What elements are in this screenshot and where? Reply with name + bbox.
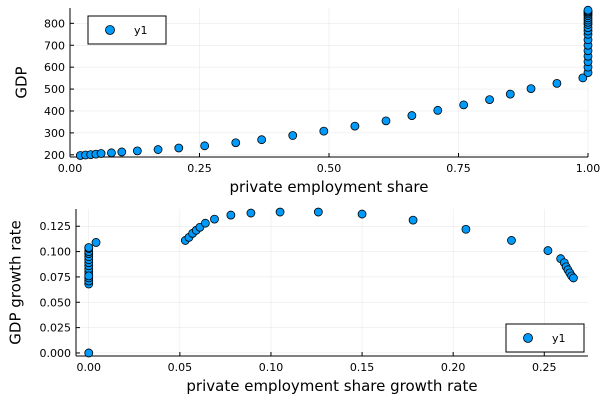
y-tick-label: 400 bbox=[44, 105, 65, 118]
y-tick-label: 0.075 bbox=[40, 271, 72, 284]
data-point bbox=[200, 141, 210, 151]
data-point bbox=[507, 236, 516, 245]
y-tick-label: 800 bbox=[44, 17, 65, 30]
x-tick-label: 0.00 bbox=[58, 162, 83, 175]
data-point bbox=[543, 246, 553, 255]
data-point bbox=[407, 111, 417, 120]
data-point bbox=[84, 243, 94, 252]
x-tick-label: 0.05 bbox=[168, 361, 193, 374]
x-tick-label: 0.25 bbox=[532, 361, 557, 374]
data-point bbox=[91, 238, 101, 247]
data-point bbox=[84, 348, 94, 358]
data-point bbox=[107, 148, 116, 158]
y-tick-label: 700 bbox=[44, 39, 65, 52]
x-tick-label: 0.10 bbox=[259, 361, 284, 374]
data-point bbox=[210, 214, 219, 224]
x-tick-label: 0.00 bbox=[77, 361, 102, 374]
y-tick-label: 0.100 bbox=[40, 246, 72, 259]
data-point bbox=[485, 95, 494, 104]
legend-label: y1 bbox=[134, 24, 148, 37]
x-tick-label: 1.00 bbox=[576, 162, 600, 175]
data-point bbox=[578, 73, 588, 83]
data-point bbox=[319, 126, 329, 136]
data-point bbox=[381, 116, 391, 126]
data-point bbox=[257, 135, 267, 145]
data-point bbox=[433, 105, 443, 115]
y-tick-label: 300 bbox=[44, 127, 65, 140]
data-point bbox=[246, 208, 256, 218]
data-point bbox=[288, 131, 298, 140]
data-point bbox=[552, 78, 562, 88]
data-point bbox=[231, 138, 241, 148]
legend-marker bbox=[523, 333, 533, 343]
data-point bbox=[357, 209, 367, 219]
data-point bbox=[408, 215, 418, 225]
data-point bbox=[350, 121, 360, 131]
legend-box bbox=[505, 323, 585, 353]
x-tick-label: 0.15 bbox=[350, 361, 375, 374]
legend-box bbox=[87, 15, 167, 45]
data-point bbox=[505, 89, 515, 99]
data-point bbox=[174, 143, 184, 153]
y-tick-label: 0.050 bbox=[40, 296, 72, 309]
data-point bbox=[200, 218, 210, 228]
data-point bbox=[461, 224, 471, 234]
gdp-growth-vs-share-growth-panel: 0.00 0.05 0.10 0.15 0.20 0.25 0.000 0.025 0.050 0… bbox=[7, 207, 588, 395]
x-tick-label: 0.20 bbox=[441, 361, 466, 374]
data-point bbox=[226, 210, 236, 220]
y-tick-label: 500 bbox=[44, 83, 65, 96]
data-point bbox=[132, 146, 142, 156]
y-axis-title: GDP growth rate bbox=[7, 220, 25, 344]
y-tick-label: 0.125 bbox=[40, 220, 72, 233]
legend-label: y1 bbox=[552, 332, 566, 345]
gdp-vs-private-employment-share-panel: 0.00 0.25 0.50 0.75 1.00 200 300 400 500 600 700 80… bbox=[13, 5, 600, 196]
legend-marker bbox=[105, 25, 115, 35]
data-point bbox=[583, 5, 593, 15]
y-tick-label: 600 bbox=[44, 61, 65, 74]
x-tick-label: 0.50 bbox=[317, 162, 342, 175]
data-point bbox=[153, 145, 163, 154]
y-tick-label: 0.025 bbox=[40, 322, 72, 335]
y-tick-label: 200 bbox=[44, 149, 65, 162]
y-axis-title: GDP bbox=[13, 66, 31, 98]
x-tick-label: 0.75 bbox=[446, 162, 471, 175]
y-tick-label: 0.000 bbox=[40, 347, 72, 360]
data-point bbox=[313, 207, 323, 217]
data-point bbox=[96, 149, 106, 158]
data-point bbox=[84, 271, 94, 281]
data-point bbox=[569, 273, 578, 283]
data-point bbox=[459, 100, 469, 110]
data-point bbox=[526, 84, 536, 94]
x-axis-title: private employment share growth rate bbox=[186, 377, 477, 395]
x-tick-label: 0.25 bbox=[187, 162, 212, 175]
x-axis-title: private employment share bbox=[230, 178, 429, 196]
data-point bbox=[275, 207, 285, 217]
data-point bbox=[117, 147, 127, 157]
